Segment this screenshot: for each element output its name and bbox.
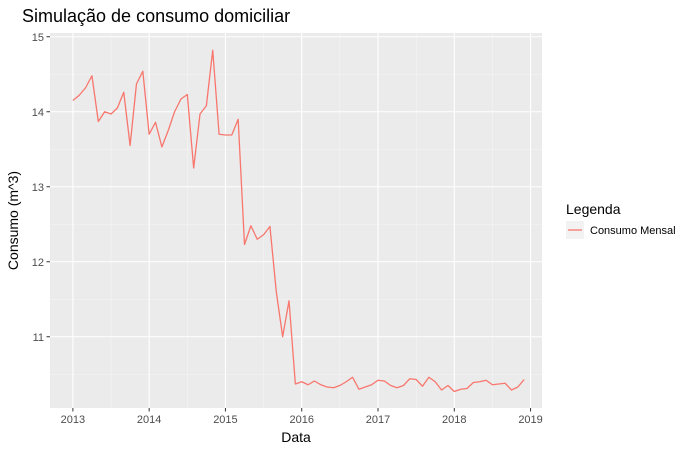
y-tick-label: 11 bbox=[33, 332, 44, 344]
chart-title: Simulação de consumo domiciliar bbox=[22, 6, 290, 26]
plot-panel bbox=[50, 33, 542, 408]
x-axis-label: Data bbox=[281, 429, 311, 445]
y-tick-label: 12 bbox=[32, 257, 44, 269]
x-tick-label: 2014 bbox=[137, 414, 161, 426]
x-tick-label: 2015 bbox=[213, 414, 237, 426]
legend: Legenda Consumo Mensal bbox=[566, 201, 676, 239]
legend-label: Consumo Mensal bbox=[590, 225, 676, 237]
legend-title: Legenda bbox=[566, 201, 621, 217]
x-tick-label: 2018 bbox=[442, 414, 466, 426]
x-axis-ticks: 2013 2014 2015 2016 2017 2018 2019 bbox=[61, 408, 543, 426]
y-tick-label: 15 bbox=[32, 32, 44, 44]
x-tick-label: 2017 bbox=[366, 414, 390, 426]
x-tick-label: 2013 bbox=[61, 414, 85, 426]
y-tick-label: 13 bbox=[32, 182, 44, 194]
x-tick-label: 2019 bbox=[518, 414, 542, 426]
series-lines bbox=[72, 49, 525, 393]
x-tick-label: 2016 bbox=[289, 414, 313, 426]
y-tick-label: 14 bbox=[32, 107, 44, 119]
series-line-consumo-mensal bbox=[72, 49, 525, 393]
y-axis-ticks: 11 12 13 14 15 bbox=[32, 32, 50, 344]
major-gridlines bbox=[50, 33, 542, 408]
y-axis-label: Consumo (m^3) bbox=[5, 171, 21, 270]
legend-items: Consumo Mensal bbox=[566, 221, 676, 239]
